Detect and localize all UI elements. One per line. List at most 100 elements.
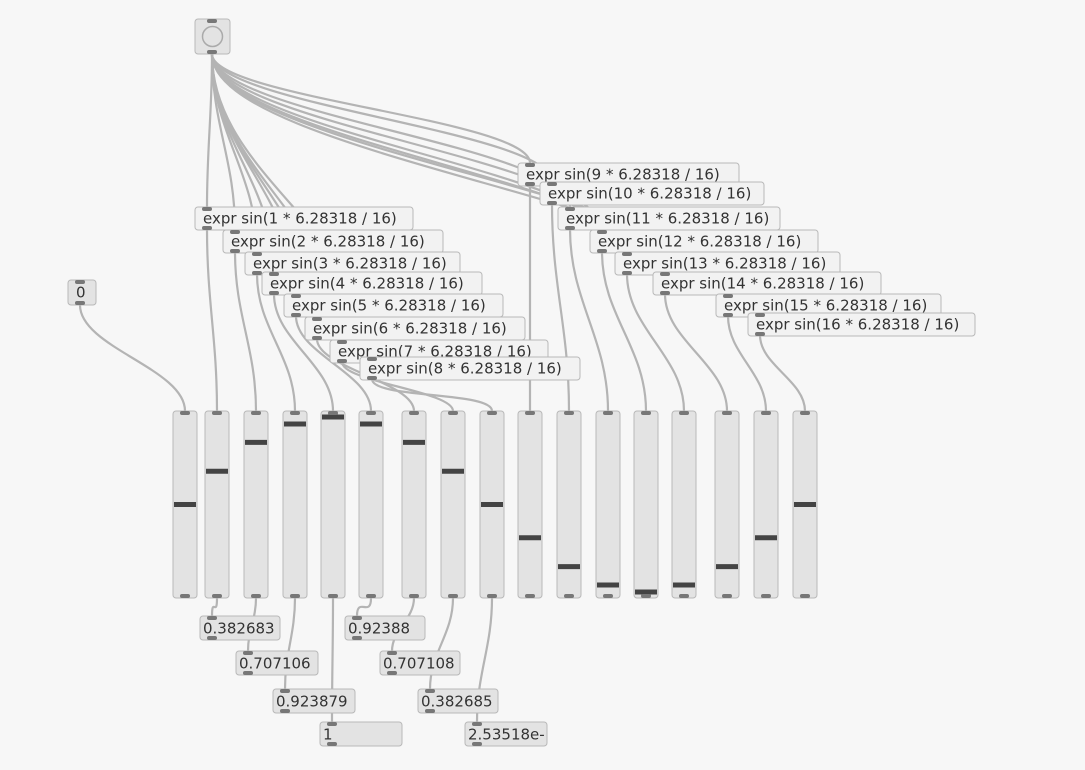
port (755, 332, 765, 336)
port (280, 709, 290, 713)
slider-knob (245, 439, 267, 445)
port (525, 594, 535, 598)
port (755, 313, 765, 317)
patch-cord (600, 251, 648, 412)
port (487, 411, 497, 415)
patch-cord (370, 378, 494, 412)
patch-cord (340, 361, 455, 412)
number-box[interactable] (344, 615, 426, 641)
slider[interactable] (633, 410, 659, 599)
expr-text: expr sin(6 * 6.28318 / 16) (313, 320, 507, 338)
port (366, 594, 376, 598)
port (312, 336, 322, 340)
slider-knob (635, 589, 657, 595)
port (207, 50, 217, 54)
port (525, 163, 535, 167)
patch-cord (272, 293, 335, 412)
expr-text: expr sin(9 * 6.28318 / 16) (526, 166, 720, 184)
number-box[interactable] (319, 721, 403, 747)
number-box[interactable] (417, 688, 499, 714)
expr-text: expr sin(8 * 6.28318 / 16) (368, 360, 562, 378)
port (641, 411, 651, 415)
patch-cord (758, 334, 807, 412)
port (202, 207, 212, 211)
number-box[interactable] (272, 688, 356, 714)
slider[interactable] (671, 410, 697, 599)
slider[interactable] (517, 410, 543, 599)
number-box[interactable] (235, 650, 319, 676)
expr-text: expr sin(10 * 6.28318 / 16) (548, 185, 751, 203)
expr-text: expr sin(16 * 6.28318 / 16) (756, 316, 959, 334)
expr-object[interactable] (747, 312, 976, 337)
port (207, 616, 217, 620)
port (800, 411, 810, 415)
port (352, 636, 362, 640)
slider[interactable] (282, 410, 308, 599)
slider[interactable] (204, 410, 230, 599)
port (328, 411, 338, 415)
expr-text: expr sin(4 * 6.28318 / 16) (270, 275, 464, 293)
port (290, 411, 300, 415)
port (597, 249, 607, 253)
slider[interactable] (753, 410, 779, 599)
port (622, 271, 632, 275)
slider[interactable] (401, 410, 427, 599)
expr-object[interactable] (539, 181, 765, 206)
port (312, 317, 322, 321)
expr-object[interactable] (359, 356, 581, 381)
port (564, 411, 574, 415)
number-value: 1 (323, 726, 333, 744)
port (230, 249, 240, 253)
slider[interactable] (556, 410, 582, 599)
number-value: 0.382683 (203, 620, 275, 638)
patch-cord (205, 228, 219, 412)
patch-cord (283, 597, 297, 690)
port (291, 313, 301, 317)
slider[interactable] (243, 410, 269, 599)
slider-knob (755, 535, 777, 541)
patch-cord (550, 203, 571, 412)
port (679, 411, 689, 415)
port (212, 411, 222, 415)
number-value: 0.923879 (276, 693, 348, 711)
slider[interactable] (714, 410, 740, 599)
port (327, 742, 337, 746)
slider-knob (716, 564, 738, 570)
port (367, 357, 377, 361)
patch-cords (78, 53, 807, 723)
port (425, 689, 435, 693)
port (269, 291, 279, 295)
port (251, 411, 261, 415)
port (547, 182, 557, 186)
slider-knob (519, 535, 541, 541)
port (409, 594, 419, 598)
expr-text: expr sin(2 * 6.28318 / 16) (231, 233, 425, 251)
slider-knob (174, 502, 196, 507)
toggle[interactable] (194, 18, 231, 55)
slider[interactable] (595, 410, 621, 599)
port (425, 709, 435, 713)
port (723, 313, 733, 317)
port (761, 411, 771, 415)
slider[interactable] (358, 410, 384, 599)
port (800, 594, 810, 598)
port (525, 182, 535, 186)
number-box[interactable] (464, 721, 548, 747)
patch-cord (210, 53, 554, 183)
port (547, 201, 557, 205)
expr-text: expr sin(15 * 6.28318 / 16) (724, 297, 927, 315)
port (723, 294, 733, 298)
number-value: 0.382685 (421, 693, 493, 711)
patch-cord (255, 273, 297, 412)
slider[interactable] (440, 410, 466, 599)
port (487, 594, 497, 598)
slider-knob (673, 582, 695, 588)
slider[interactable] (320, 410, 346, 599)
patch-cord (428, 597, 455, 690)
patch-cord (210, 53, 532, 164)
slider-knob (597, 582, 619, 588)
number-box[interactable] (199, 615, 281, 641)
number-box[interactable] (379, 650, 461, 676)
patch-cord (210, 597, 219, 617)
